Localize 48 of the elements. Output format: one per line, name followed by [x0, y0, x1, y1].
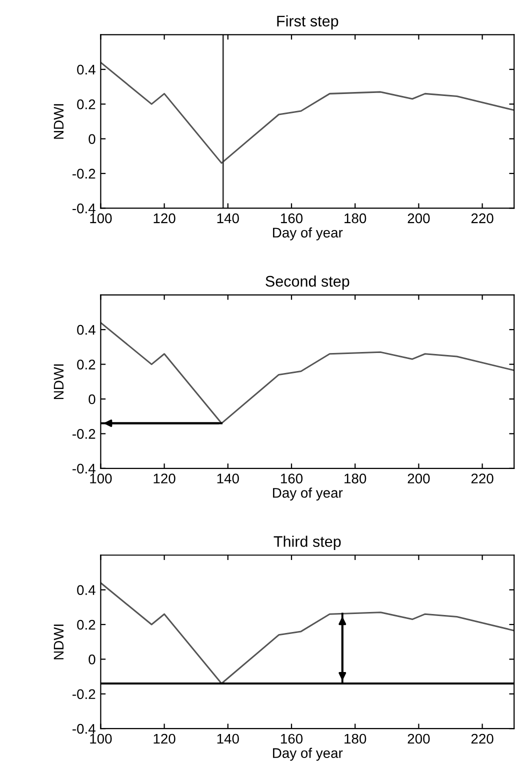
y-tick-label: 0.4: [77, 64, 96, 75]
x-tick-label: 120: [154, 734, 176, 744]
y-tick-label: 0.2: [77, 620, 96, 630]
x-tick-label: 200: [408, 734, 430, 744]
line-series: [100, 322, 514, 424]
x-tick-label: 180: [344, 734, 366, 744]
x-tick-label: 120: [154, 213, 176, 224]
y-tick-label: 0.4: [77, 324, 96, 335]
x-tick-label: 120: [154, 474, 176, 484]
x-tick-label: 220: [471, 474, 494, 484]
x-tick-label: 140: [217, 474, 239, 484]
x-tick-label: 220: [471, 213, 494, 224]
x-tick-label: 200: [408, 474, 430, 484]
x-axis-title: Day of year: [273, 748, 343, 761]
y-tick-label: 0.2: [77, 99, 96, 110]
y-tick-label: -0.2: [72, 429, 96, 439]
x-tick-label: 220: [471, 734, 494, 744]
y-tick-label: 0.4: [77, 585, 96, 595]
y-tick-label: -0.2: [72, 689, 96, 700]
chart-title: Second step: [266, 276, 350, 290]
x-axis-title: Day of year: [273, 227, 343, 240]
x-tick-label: 160: [280, 213, 303, 224]
x-tick-label: 100: [90, 734, 112, 744]
y-tick-label: 0: [88, 654, 96, 664]
x-tick-label: 160: [280, 474, 303, 484]
y-tick-label: 0: [88, 134, 96, 144]
x-tick-label: 180: [344, 474, 366, 484]
y-tick-label: -0.4: [72, 204, 96, 214]
y-tick-label: -0.2: [72, 168, 96, 179]
line-series: [100, 582, 514, 684]
x-tick-label: 140: [217, 213, 239, 224]
x-tick-label: 180: [344, 213, 366, 224]
y-axis-title: NDWI: [54, 104, 64, 139]
y-axis-title: NDWI: [54, 364, 64, 400]
x-tick-label: 100: [90, 213, 112, 224]
y-tick-label: 0: [88, 394, 96, 404]
x-tick-label: 100: [90, 474, 112, 484]
y-tick-label: 0.2: [77, 360, 96, 370]
x-axis-title: Day of year: [273, 488, 343, 501]
y-tick-label: -0.4: [72, 464, 96, 474]
chart-title: Third step: [274, 536, 341, 550]
x-tick-label: 140: [217, 734, 239, 744]
y-axis-title: NDWI: [54, 624, 64, 660]
line-series: [100, 62, 514, 164]
y-tick-label: -0.4: [72, 724, 96, 734]
x-tick-label: 160: [280, 734, 303, 744]
x-tick-label: 200: [408, 213, 430, 224]
chart-title: First step: [277, 15, 338, 30]
